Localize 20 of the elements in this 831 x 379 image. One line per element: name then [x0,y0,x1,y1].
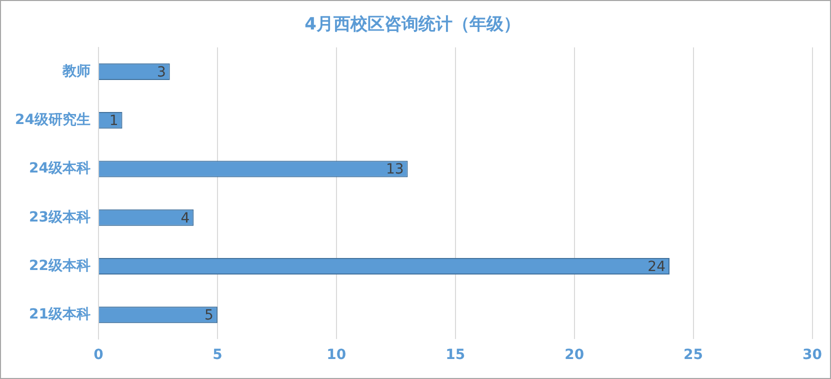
x-tick-label: 20 [564,347,584,364]
x-tick-label: 25 [684,347,704,364]
y-tick-label: 教师 [61,63,90,80]
data-label: 13 [386,162,404,178]
y-tick-label: 24级本科 [29,160,90,177]
data-label: 5 [204,308,214,324]
x-tick-label: 10 [326,347,346,364]
y-tick-label: 24级研究生 [15,110,90,128]
x-tick-label: 5 [212,347,222,364]
x-tick-label: 0 [94,347,104,364]
x-tick-label: 30 [802,347,822,364]
y-tick-label: 23级本科 [29,209,90,226]
data-label: 4 [180,210,190,226]
x-tick-label: 15 [446,347,466,364]
data-label: 24 [648,258,666,275]
y-tick-label: 21级本科 [29,306,90,323]
data-label: 1 [109,112,118,129]
chart-title: 4月西校区咨询统计（年级） [304,14,520,35]
y-tick-label: 22级本科 [29,258,90,274]
data-label: 3 [156,64,166,80]
